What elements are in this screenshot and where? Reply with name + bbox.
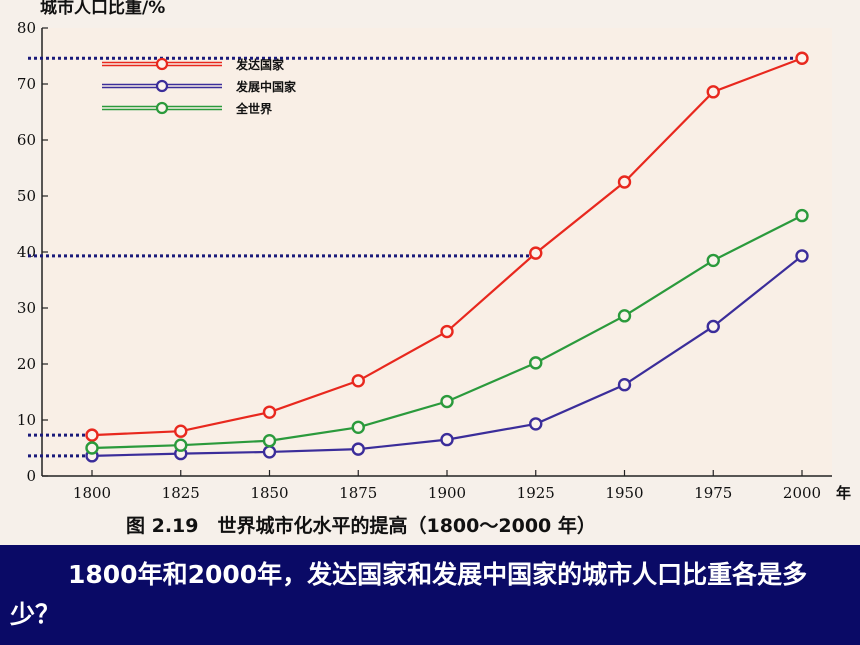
data-point: [351, 442, 365, 456]
y-tick-label: 60: [17, 131, 36, 149]
data-point: [351, 374, 365, 388]
x-tick-label: 1950: [605, 484, 643, 502]
data-point: [617, 309, 632, 323]
y-tick-label: 30: [17, 299, 36, 317]
y-tick-label: 40: [17, 243, 36, 261]
x-tick-label: 1875: [339, 484, 377, 502]
question-bar: 1800年和2000年，发达国家和发展中国家的城市人口比重各是多少？: [0, 545, 860, 645]
plot-background: [42, 28, 832, 476]
y-tick-label: 50: [17, 187, 36, 205]
x-tick-label: 1975: [694, 484, 732, 502]
data-point: [706, 319, 720, 334]
data-point: [262, 445, 277, 459]
data-point: [85, 441, 99, 455]
legend-marker: [155, 57, 169, 71]
y-axis-title: 城市人口比重/%: [40, 0, 165, 18]
y-tick-label: 80: [17, 19, 36, 37]
data-point: [174, 438, 188, 452]
question-text: 1800年和2000年，发达国家和发展中国家的城市人口比重各是多少？: [10, 560, 808, 629]
legend-marker: [155, 101, 169, 115]
data-point: [529, 356, 543, 370]
y-tick-label: 70: [17, 75, 36, 93]
data-point: [795, 208, 809, 223]
data-point: [440, 432, 454, 447]
data-point: [795, 51, 809, 65]
data-point: [617, 175, 632, 189]
data-point: [262, 405, 277, 419]
x-tick-label: 1825: [162, 484, 200, 502]
y-tick-label: 10: [17, 411, 36, 429]
data-point: [351, 420, 365, 434]
line-chart: 0 10 20 30 40 50 60 70 80 1800 1825 1850 1875 1900 192…: [17, 0, 851, 537]
x-axis-unit: 年: [836, 484, 851, 502]
chart-caption: 图 2.19 世界城市化水平的提高（1800～2000 年）: [126, 514, 596, 537]
legend-label: 发达国家: [235, 57, 285, 72]
data-point: [706, 85, 720, 99]
data-point: [529, 246, 543, 260]
x-tick-label: 2000: [783, 484, 821, 502]
x-tick-label: 1900: [428, 484, 466, 502]
data-point: [440, 324, 454, 339]
data-point: [85, 428, 99, 442]
legend-marker: [155, 79, 169, 93]
data-point: [529, 417, 543, 431]
data-point: [795, 249, 809, 263]
data-point: [262, 434, 277, 448]
y-tick-label: 0: [26, 467, 36, 485]
data-point: [706, 253, 720, 268]
data-point: [617, 378, 632, 392]
data-point: [440, 394, 454, 409]
legend-label: 全世界: [235, 101, 272, 116]
x-tick-label: 1925: [517, 484, 555, 502]
legend-label: 发展中国家: [235, 79, 297, 94]
x-tick-label: 1850: [250, 484, 288, 502]
x-tick-label: 1800: [73, 484, 111, 502]
y-tick-label: 20: [17, 355, 36, 373]
chart-area: 0 10 20 30 40 50 60 70 80 1800 1825 1850 1875 1900 192…: [17, 0, 851, 537]
data-point: [174, 424, 188, 438]
